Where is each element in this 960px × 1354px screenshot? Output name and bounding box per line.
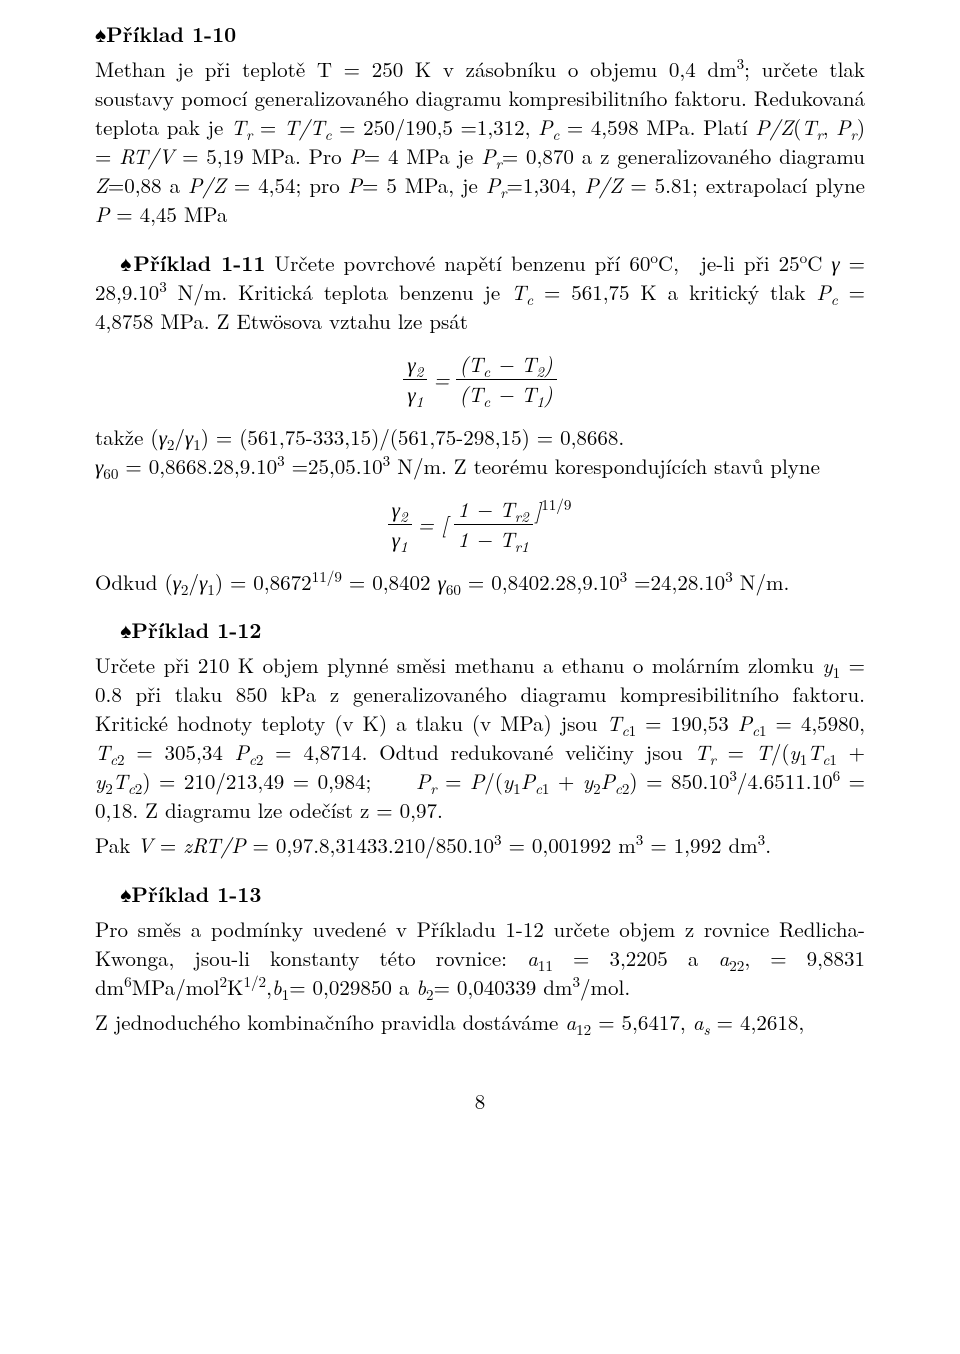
heading-1-12: ♠Příklad 1-12: [95, 616, 865, 645]
formula-etwos: γ2 = (Tc − T2) γ1 (Tc − T1): [95, 350, 865, 409]
example-1-12: ♠Příklad 1-12 Určete při 210 K objem ply…: [95, 616, 865, 860]
title-text: ♠Příklad 1-10: [95, 19, 236, 49]
body-1-10: Methan je při teplotě T = 250 K v zásobn…: [95, 55, 865, 229]
heading-1-10: ♠Příklad 1-10: [95, 20, 865, 49]
formula-corresponding-states: γ2 = [ 1 − Tr2 ]11/9 γ1 1 − Tr1: [95, 495, 865, 554]
example-1-11: ♠Příklad 1-11 Určete povrchové napětí be…: [95, 249, 865, 597]
example-1-13: ♠Příklad 1-13 Pro směs a podmínky uveden…: [95, 880, 865, 1037]
tail-1-11: Odkud (γ2/γ1) = 0,867211/9 = 0,8402 γ60 …: [95, 568, 865, 597]
title-text: ♠Příklad 1-11: [120, 248, 265, 278]
body-1-13: Pro směs a podmínky uvedené v Příkladu 1…: [95, 915, 865, 1002]
example-1-10: ♠Příklad 1-10 Methan je při teplotě T = …: [95, 20, 865, 229]
body-1-13b: Z jednoduchého kombinačního pravidla dos…: [95, 1008, 865, 1037]
page-number: 8: [95, 1087, 865, 1116]
body-1-12: Určete při 210 K objem plynné směsi meth…: [95, 651, 865, 825]
title-text: ♠Příklad 1-12: [120, 615, 261, 645]
page: ♠Příklad 1-10 Methan je při teplotě T = …: [0, 0, 960, 1354]
body-1-12b: Pak V = zRT/P = 0,97.8,31433.210/850.103…: [95, 831, 865, 860]
lead-1-11: ♠Příklad 1-11 Určete povrchové napětí be…: [95, 249, 865, 336]
title-text: ♠Příklad 1-13: [120, 879, 261, 909]
heading-1-13: ♠Příklad 1-13: [95, 880, 865, 909]
mid-1-11: takže (γ2/γ1) = (561,75-333,15)/(561,75-…: [95, 423, 865, 481]
